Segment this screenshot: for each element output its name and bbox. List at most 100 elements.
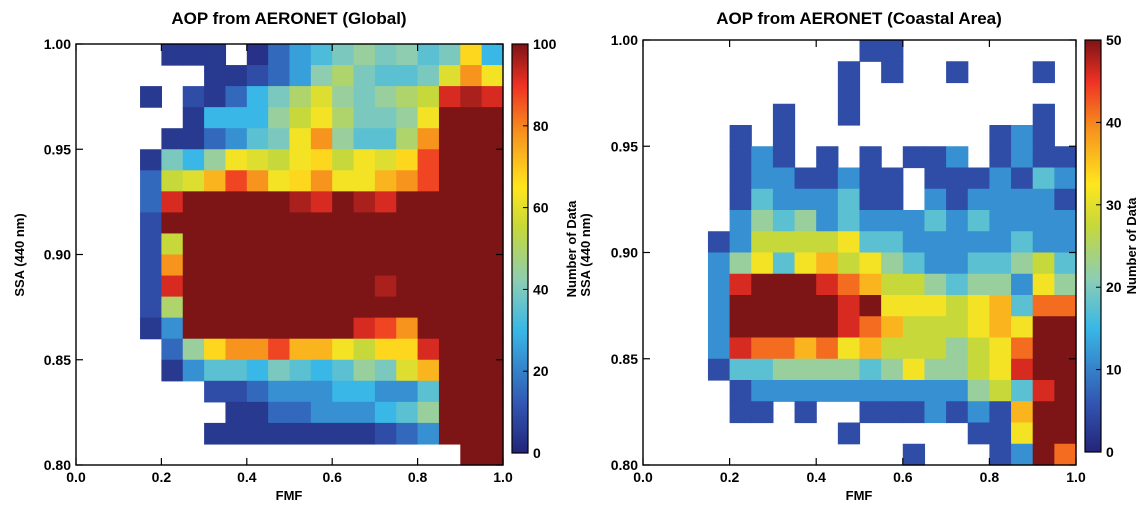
heatmap-cell <box>460 422 483 445</box>
heatmap-cell <box>246 401 269 424</box>
heatmap-cell <box>268 233 291 256</box>
heatmap-cell <box>1054 380 1077 402</box>
heatmap-cell <box>751 316 774 339</box>
heatmap-cell <box>772 146 796 169</box>
heatmap-cell <box>374 317 397 340</box>
heatmap-cell <box>772 103 796 126</box>
x-axis-label: FMF <box>276 488 303 503</box>
heatmap-cell <box>438 107 461 129</box>
heatmap-cell <box>310 359 333 382</box>
colorbar <box>1084 39 1102 453</box>
heatmap-cell <box>374 296 397 319</box>
heatmap-cell <box>246 149 269 171</box>
heatmap-cell <box>268 380 291 403</box>
heatmap-cell <box>225 128 248 150</box>
heatmap-cell <box>794 316 817 339</box>
heatmap-cell <box>374 254 397 277</box>
heatmap-cell <box>837 337 861 360</box>
heatmap-cell <box>967 295 990 317</box>
heatmap-cell <box>332 254 355 277</box>
heatmap-cell <box>396 65 419 87</box>
heatmap-cell <box>289 380 312 403</box>
heatmap-cell <box>902 316 926 339</box>
heatmap-cell <box>204 107 227 129</box>
heatmap-cell <box>374 338 397 361</box>
heatmap-cell <box>310 44 333 66</box>
heatmap-cell <box>460 212 483 235</box>
heatmap-cell <box>310 422 333 445</box>
heatmap-cell <box>140 191 162 213</box>
heatmap-cell <box>417 107 440 129</box>
heatmap-cell <box>707 316 731 339</box>
heatmap-cell <box>417 296 440 319</box>
heatmap-cell <box>751 146 774 169</box>
heatmap-cell <box>438 422 461 445</box>
heatmap-cell <box>310 401 333 424</box>
heatmap-cell <box>417 338 440 361</box>
heatmap-cell <box>881 358 904 381</box>
heatmap-cell <box>751 295 774 317</box>
heatmap-cell <box>310 107 333 129</box>
heatmap-cell <box>1054 210 1077 232</box>
heatmap-cell <box>794 295 817 317</box>
heatmap-cell <box>417 170 440 192</box>
heatmap-cell <box>946 252 969 275</box>
heatmap-cell <box>438 212 461 235</box>
heatmap-cell <box>707 358 731 381</box>
heatmap-cell <box>881 316 904 339</box>
heatmap-cell <box>225 254 248 277</box>
heatmap-cell <box>332 128 355 150</box>
heatmap-cell <box>289 296 312 319</box>
heatmap-cell <box>182 86 205 108</box>
heatmap-cell <box>353 107 376 129</box>
heatmap-cell <box>946 210 969 232</box>
heatmap-cell <box>924 252 947 275</box>
heatmap-cell <box>182 44 205 66</box>
heatmap-cell <box>438 191 461 213</box>
heatmap-cell <box>161 44 184 66</box>
heatmap-cell <box>246 380 269 403</box>
heatmap-cell <box>161 296 184 319</box>
heatmap-cell <box>353 296 376 319</box>
heatmap-cell <box>246 170 269 192</box>
heatmap-cell <box>182 233 205 256</box>
heatmap-cell <box>268 191 291 213</box>
heatmap-cell <box>289 86 312 108</box>
heatmap-cell <box>859 295 882 317</box>
heatmap-cell <box>881 231 904 254</box>
heatmap-cell <box>225 149 248 171</box>
heatmap-cell <box>902 380 926 402</box>
heatmap-cell <box>794 210 817 232</box>
heatmap-cell <box>268 401 291 424</box>
heatmap-cell <box>902 252 926 275</box>
heatmap-cell <box>729 210 752 232</box>
heatmap-cell <box>816 380 839 402</box>
heatmap-cell <box>332 44 355 66</box>
colorbar-tick-label: 80 <box>533 118 549 134</box>
heatmap-cell <box>332 170 355 192</box>
heatmap-cell <box>460 443 483 466</box>
heatmap-cell <box>438 296 461 319</box>
heatmap-cell <box>374 170 397 192</box>
heatmap-cell <box>946 188 969 211</box>
heatmap-cell <box>417 401 440 424</box>
heatmap-cell <box>837 422 861 445</box>
heatmap-cell <box>989 210 1012 232</box>
heatmap-cell <box>1032 401 1055 424</box>
colorbar-tick-label: 0 <box>533 445 541 461</box>
heatmap-cell <box>946 358 969 381</box>
heatmap-cell <box>751 188 774 211</box>
heatmap-cell <box>353 86 376 108</box>
heatmap-cell <box>481 443 504 466</box>
heatmap-cell <box>729 231 752 254</box>
heatmap-cell <box>225 401 248 424</box>
heatmap-cell <box>837 61 861 84</box>
heatmap-cell <box>460 296 483 319</box>
heatmap-cell <box>225 359 248 382</box>
heatmap-cell <box>1032 210 1055 232</box>
heatmap-cell <box>859 40 882 62</box>
heatmap-cell <box>332 401 355 424</box>
heatmap-cell <box>1032 316 1055 339</box>
colorbar-label: Number of Data <box>1124 197 1139 295</box>
